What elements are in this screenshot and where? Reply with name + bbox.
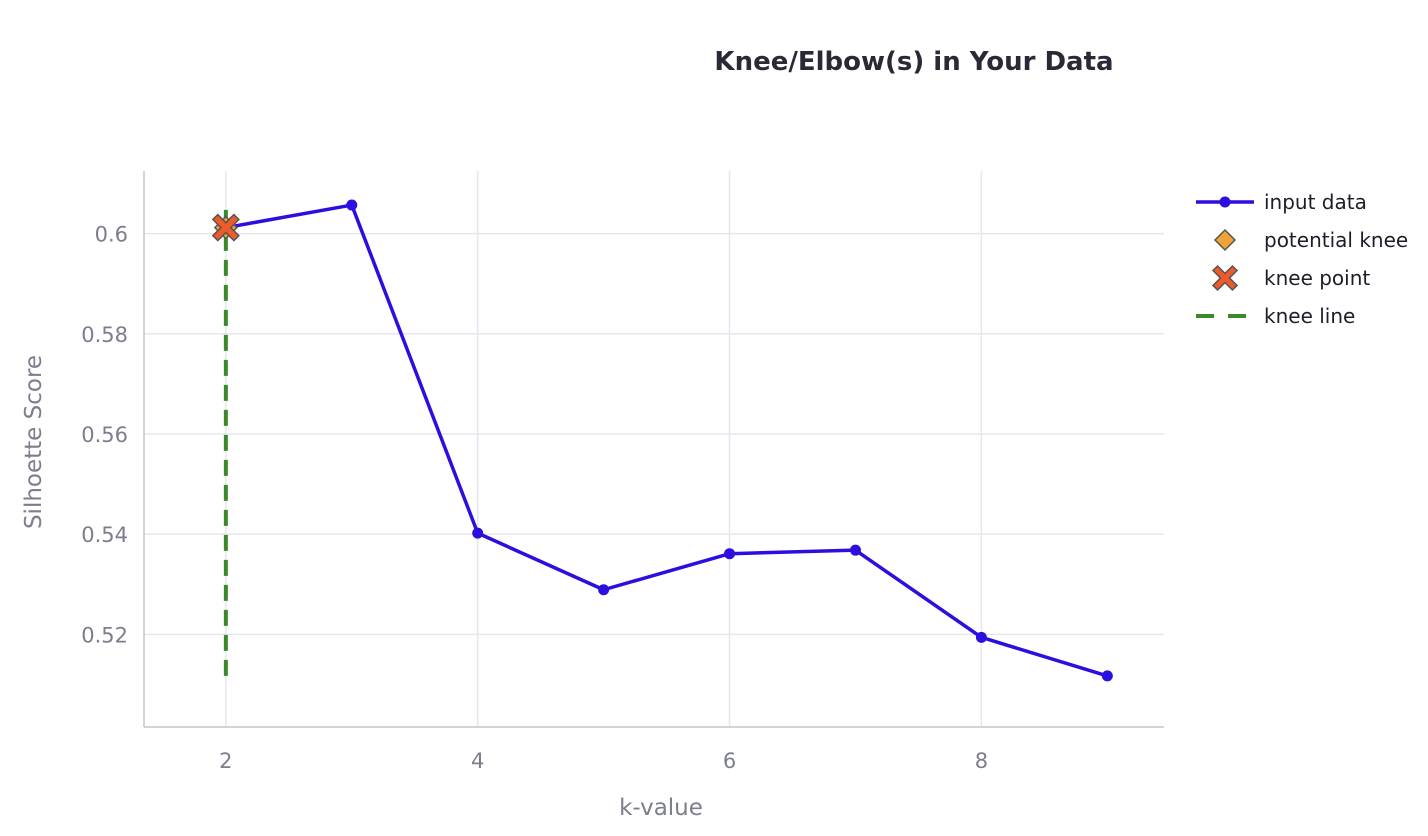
y-tick-label: 0.54: [81, 523, 128, 547]
chart-title: Knee/Elbow(s) in Your Data: [714, 47, 1113, 77]
input-data-point: [724, 548, 736, 560]
knee-point-marker: [211, 213, 240, 242]
x-tick-label: 4: [471, 749, 484, 773]
y-tick-label: 0.6: [95, 223, 128, 247]
y-tick-label: 0.56: [81, 423, 128, 447]
input-data-point: [346, 199, 358, 211]
legend-label: knee point: [1264, 266, 1370, 290]
axes-layer: 2 4 6 8 0.52 0.54 0.56 0.58 0.6: [81, 171, 1164, 773]
x-tick-label: 2: [219, 749, 232, 773]
legend-label: input data: [1264, 190, 1367, 214]
legend-marker-input-data: [1219, 196, 1231, 208]
input-data-point: [849, 544, 861, 556]
input-data-line: [225, 203, 1108, 678]
x-tick-label: 6: [723, 749, 736, 773]
legend: input data potential knee knee point knee l…: [1196, 190, 1408, 328]
input-data-point: [598, 584, 610, 596]
legend-item: knee line: [1196, 304, 1355, 328]
y-tick-label: 0.58: [81, 323, 128, 347]
legend-item: potential knee: [1213, 228, 1408, 252]
input-data-point: [975, 631, 987, 643]
legend-label: knee line: [1264, 304, 1355, 328]
legend-item: input data: [1196, 190, 1367, 214]
legend-item: knee point: [1211, 264, 1370, 292]
legend-swatch-knee-point: [1211, 264, 1239, 292]
input-data-point: [1101, 670, 1113, 682]
series-layer: [211, 199, 1113, 682]
legend-swatch-potential-knee: [1213, 228, 1237, 252]
y-tick-label: 0.52: [81, 623, 128, 647]
legend-label: potential knee: [1264, 228, 1408, 252]
y-axis-title: Silhoette Score: [21, 355, 47, 529]
grid-layer: [144, 171, 1164, 727]
input-data-point: [472, 527, 484, 539]
x-axis-title: k-value: [619, 795, 703, 821]
x-tick-label: 8: [975, 749, 988, 773]
